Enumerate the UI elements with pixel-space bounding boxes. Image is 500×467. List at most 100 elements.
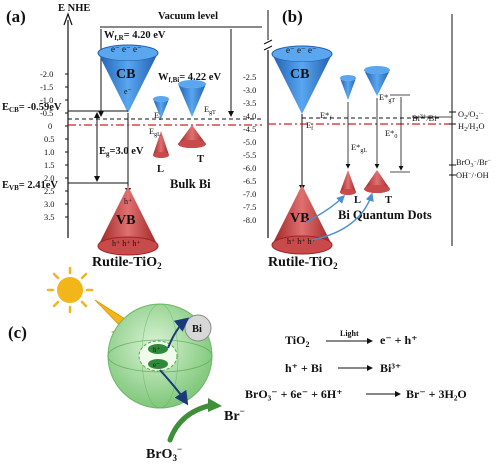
tick-label: -2.0	[40, 70, 53, 79]
hole-symbol: h⁺	[153, 346, 161, 354]
tick-label: -5.0	[243, 138, 256, 147]
bro3-label: BrO3−	[146, 444, 182, 463]
bi-l-vb-cone	[153, 131, 169, 158]
vb-label-b: VB	[290, 211, 309, 226]
bro3-redox-label: BrO3−/Br−	[456, 158, 492, 169]
tick-label: 0.5	[44, 135, 54, 144]
tick-label: 2.0	[44, 174, 54, 183]
eq1-left: TiO2	[285, 333, 309, 349]
tick-label: -7.5	[243, 203, 256, 212]
svg-text:h⁺ h⁺ h⁺: h⁺ h⁺ h⁺	[287, 237, 316, 246]
vb-holes: h⁺ h⁺ h⁺	[112, 239, 141, 248]
eq2-right: Bi³⁺	[380, 361, 401, 375]
bi-particle-label: Bi	[192, 324, 202, 335]
rutile-label-a: Rutile-TiO2	[92, 255, 162, 271]
axis-ticks-a: -2.0 -1.5 -1.0 -0.5 0 0.5 1.0 1.5 2.0 2.…	[40, 70, 68, 222]
hole-to-bi-arrow	[167, 317, 190, 349]
energy-axis-label: E NHE	[58, 3, 90, 14]
tick-label: 1.5	[44, 161, 54, 170]
cb-electrons: e⁻ e⁻ e⁻	[111, 44, 142, 54]
ef-label-b: Ef	[306, 121, 313, 132]
hole-transfer-arrow-t	[311, 192, 374, 241]
tick-label: -1.0	[40, 96, 53, 105]
tick-label: -7.0	[243, 190, 256, 199]
eq1-light: Light	[340, 329, 359, 338]
panel-a-label: (a)	[6, 7, 26, 26]
tick-label: -3.5	[243, 99, 256, 108]
rutile-label-b: Rutile-TiO2	[268, 255, 338, 271]
ecb-label: ECB= -0.59eV	[2, 102, 62, 114]
qd-t-cb-cone	[364, 70, 390, 96]
tick-label: -6.5	[243, 177, 256, 186]
electron-symbol: e⁻	[153, 361, 160, 369]
svg-text:e⁻ e⁻ e⁻: e⁻ e⁻ e⁻	[286, 45, 317, 55]
egt-label: EgT	[204, 105, 216, 116]
l-point-label: L	[157, 164, 164, 175]
panel-b-label: (b)	[282, 7, 303, 26]
vacuum-level-label: Vacuum level	[158, 11, 218, 22]
h2-redox-label: H2/H2O	[458, 122, 485, 133]
o2-redox-label: O2/O2·−	[458, 110, 484, 121]
cb-cone-b	[272, 54, 332, 114]
egl-star-label: E*gL	[351, 143, 367, 154]
axis-arrow-icon	[63, 12, 73, 26]
eq2-left: h⁺ + Bi	[285, 361, 323, 375]
ef-label: Ef	[154, 111, 161, 122]
br-label: Br−	[224, 406, 245, 424]
eq1-right: e⁻ + h⁺	[380, 333, 418, 347]
qd-l-label: L	[354, 195, 361, 206]
evb-label: EVB= 2.41eV	[2, 180, 58, 192]
tick-label: 3.5	[44, 213, 54, 222]
hole-badge	[148, 344, 168, 354]
egt-star-label: E*gT	[379, 93, 395, 104]
hole-transfer-arrow-l	[305, 195, 345, 223]
cb-label-b: CB	[290, 67, 309, 82]
bi-t-cb-cone	[178, 84, 206, 117]
equations: TiO2 Light e⁻ + h⁺ h⁺ + Bi Bi³⁺ BrO₃⁻ + …	[245, 329, 467, 401]
electron-out-arrow	[159, 369, 189, 406]
ef-star-label: E*f	[320, 111, 331, 122]
bi-redox-label: Bi3+/Bi	[412, 114, 437, 123]
tick-label: -0.5	[40, 109, 53, 118]
tick-label: 3.0	[44, 200, 54, 209]
eq3-right: Br⁻ + 3H₂O	[406, 387, 467, 401]
t-point-label: T	[197, 154, 204, 165]
e0-star-label: E*0	[385, 129, 397, 140]
tick-label: -3.0	[243, 86, 256, 95]
axis-break	[263, 10, 273, 51]
panel-b: (b) -2.5 -3.0 -3.5 -4.0 -4.5 -5.0 -5.5 -…	[243, 7, 492, 271]
tick-label: 1.0	[44, 148, 54, 157]
tick-label: -4.5	[243, 125, 256, 134]
vb-hole: h⁺	[124, 197, 132, 206]
cb-electron: e⁻	[124, 87, 132, 96]
sun-icon	[46, 266, 94, 314]
qd-l-cb-cone	[340, 78, 356, 100]
tick-label: 2.5	[44, 187, 54, 196]
eg-label: Eg=3.0 eV	[99, 146, 144, 158]
bulk-bi-label: Bulk Bi	[170, 177, 211, 191]
egl-label: EgL	[149, 127, 161, 138]
tick-label: -8.0	[243, 216, 256, 225]
vb-label: VB	[116, 213, 135, 228]
tick-label: -4.0	[243, 112, 256, 121]
wf-r-label: Wf,R= 4.20 eV	[104, 30, 166, 42]
bromate-reduction-arrow	[167, 402, 215, 443]
tick-label: -1.5	[40, 83, 53, 92]
vb-cone-bottom	[97, 236, 159, 256]
cb-cone	[98, 53, 158, 113]
qd-l-vb-cone	[340, 170, 356, 195]
eq3-left: BrO₃⁻ + 6e⁻ + 6H⁺	[245, 387, 343, 401]
panel-c-label: (c)	[8, 323, 27, 342]
tick-label: -5.5	[243, 151, 256, 160]
bi-l-cb-cone	[153, 99, 169, 119]
axis-ticks-b: -2.5 -3.0 -3.5 -4.0 -4.5 -5.0 -5.5 -6.0 …	[243, 73, 256, 225]
qd-label: Bi Quantum Dots	[338, 208, 432, 222]
tick-label: -6.0	[243, 164, 256, 173]
electron-badge	[148, 359, 168, 369]
panel-a: (a) E NHE -2.0 -1.5 -1.0 -0.5 0 0.5 1.0 …	[2, 3, 262, 271]
tick-label: 0	[48, 122, 52, 131]
qd-t-label: T	[385, 195, 392, 206]
cb-label: CB	[116, 67, 135, 82]
oh-redox-label: OH−/·OH	[456, 171, 489, 180]
